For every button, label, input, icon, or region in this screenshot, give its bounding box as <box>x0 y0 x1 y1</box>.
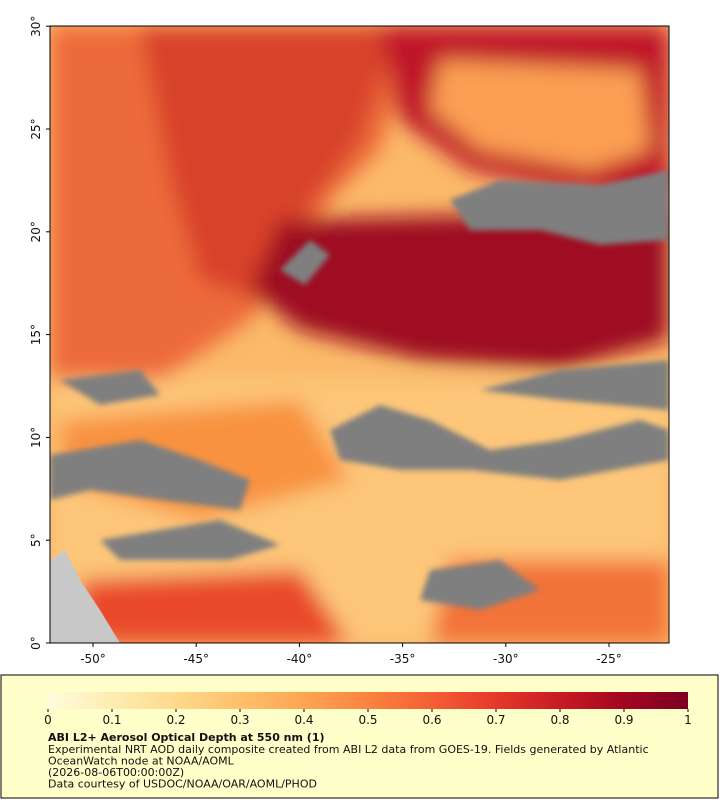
lat-label: 10° <box>29 427 43 448</box>
colorbar-label: 0.8 <box>550 713 569 727</box>
caption-line: Experimental NRT AOD daily composite cre… <box>48 743 649 756</box>
lat-label: 15° <box>29 324 43 345</box>
colorbar-label: 0.4 <box>294 713 313 727</box>
lon-label: -40° <box>287 652 313 666</box>
lon-label: -50° <box>80 652 106 666</box>
lat-label: 20° <box>29 221 43 242</box>
lon-label: -35° <box>390 652 416 666</box>
axes: 0° 5° 10° 15° 20° 25° 30° -50° -45° -40° -35° -30° -… <box>29 16 622 666</box>
lon-label: -25° <box>596 652 622 666</box>
lat-label: 30° <box>29 16 43 37</box>
caption: Experimental NRT AOD daily composite cre… <box>48 743 649 791</box>
lat-label: 5° <box>29 533 43 547</box>
lat-label: 0° <box>29 636 43 650</box>
caption-line: Data courtesy of USDOC/NOAA/OAR/AOML/PHO… <box>48 778 317 791</box>
lon-label: -30° <box>493 652 519 666</box>
map-image <box>50 26 669 643</box>
lat-label: 25° <box>29 118 43 139</box>
colorbar-label: 0.6 <box>422 713 441 727</box>
colorbar-label: 0.3 <box>230 713 249 727</box>
caption-line: (2026-08-06T00:00:00Z) <box>48 766 184 779</box>
colorbar-label: 0.5 <box>358 713 377 727</box>
colorbar-label: 1 <box>684 713 692 727</box>
colorbar <box>48 692 688 709</box>
caption-line: OceanWatch node at NOAA/AOML <box>48 755 235 768</box>
colorbar-label: 0.9 <box>614 713 633 727</box>
colorbar-label: 0 <box>44 713 52 727</box>
lon-label: -45° <box>183 652 209 666</box>
colorbar-label: 0.2 <box>166 713 185 727</box>
colorbar-label: 0.1 <box>102 713 121 727</box>
caption-title: ABI L2+ Aerosol Optical Depth at 550 nm … <box>48 731 325 744</box>
colorbar-label: 0.7 <box>486 713 505 727</box>
